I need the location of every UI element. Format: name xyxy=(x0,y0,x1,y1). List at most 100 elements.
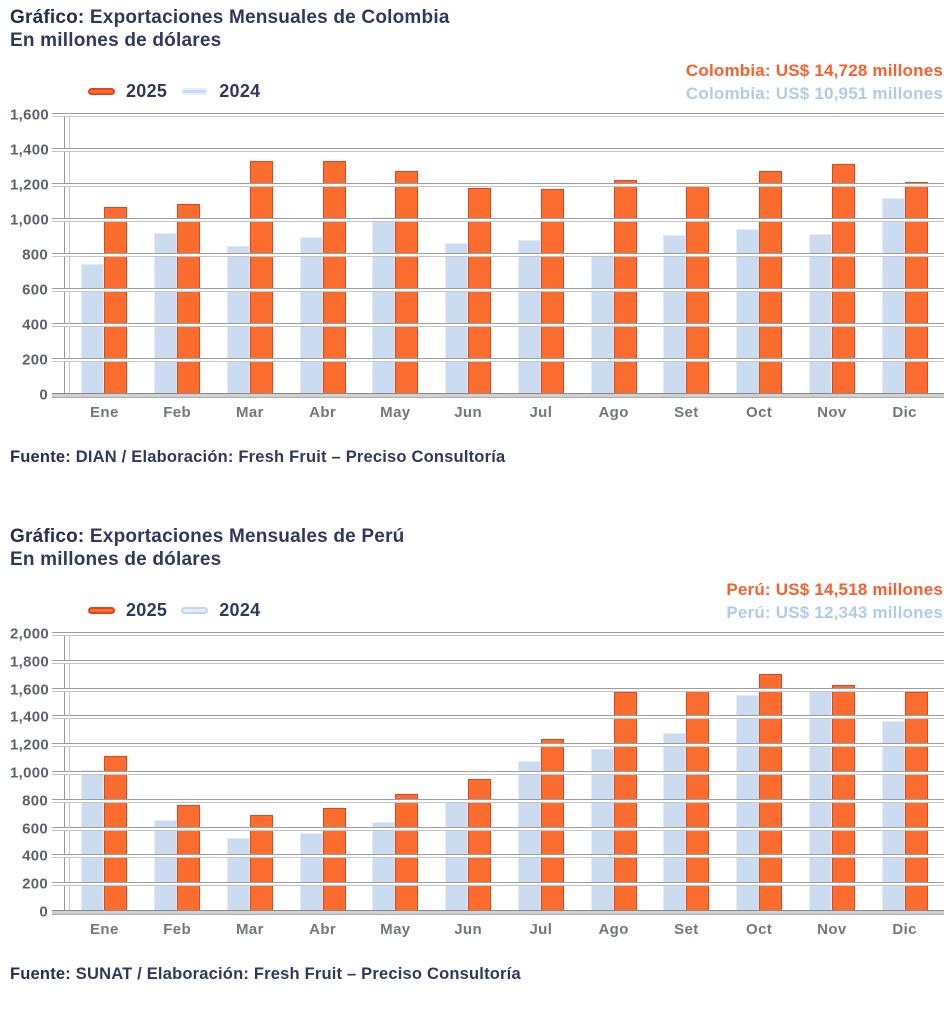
y-tick-0: 0 xyxy=(10,387,68,404)
bar-group-set xyxy=(650,634,723,912)
y-tick-1200: 1,200 xyxy=(10,177,68,194)
bar-2025-set xyxy=(686,184,710,395)
y-tick-800: 800 xyxy=(10,792,68,809)
y-tick-label: 1,200 xyxy=(10,736,50,754)
bar-2025-ago xyxy=(613,692,637,912)
bar-2025-jun xyxy=(468,187,492,395)
x-label-dic: Dic xyxy=(892,404,917,421)
bar-group-jun xyxy=(432,115,505,395)
y-tick-label: 600 xyxy=(22,820,48,838)
x-label-ene: Ene xyxy=(90,921,119,938)
legend: 2025 2024 xyxy=(88,79,943,103)
bar-2024-may xyxy=(372,217,396,395)
y-tick-600: 600 xyxy=(10,820,68,837)
bar-group-oct xyxy=(723,115,796,395)
x-label-jun: Jun xyxy=(454,921,483,938)
y-tick-label: 1,200 xyxy=(10,176,50,194)
y-tick-200: 200 xyxy=(10,352,68,369)
bar-group-ago xyxy=(577,115,650,395)
bar-2025-dic xyxy=(904,182,928,395)
y-tick-label: 1,600 xyxy=(10,681,50,699)
summary-annotations: Perú: US$ 14,518 millones Perú: US$ 12,3… xyxy=(726,578,943,624)
x-label-ene: Ene xyxy=(90,404,119,421)
bar-group-abr xyxy=(286,634,359,912)
bar-group-dic xyxy=(868,115,941,395)
bar-2024-dic xyxy=(881,720,905,912)
y-tick-800: 800 xyxy=(10,247,68,264)
summary-annotations: Colombia: US$ 14,728 millones Colombia: … xyxy=(686,59,943,105)
y-tick-1400: 1,400 xyxy=(10,142,68,159)
y-tick-label: 200 xyxy=(22,875,48,893)
bar-group-ago xyxy=(577,634,650,912)
total-2024-annotation: Perú: US$ 12,343 millones xyxy=(726,603,943,622)
chart-subtitle: En millones de dólares xyxy=(10,30,222,51)
x-label-ago: Ago xyxy=(598,921,629,938)
bar-2024-ago xyxy=(590,251,614,395)
legend-item-2024: 2024 xyxy=(181,600,260,621)
bar-2024-jul xyxy=(517,760,541,912)
bar-group-abr xyxy=(286,115,359,395)
x-label-ago: Ago xyxy=(598,404,629,421)
y-axis: 0 200 400 600 800 1,000 1,200 1,400 1,600 1,800 2,… xyxy=(10,626,68,921)
bar-2024-abr xyxy=(299,833,323,912)
y-tick-label: 1,600 xyxy=(10,106,50,124)
bar-group-set xyxy=(650,115,723,395)
bar-2025-abr xyxy=(322,161,346,395)
bar-group-ene xyxy=(68,634,141,912)
bar-2025-feb xyxy=(177,804,201,912)
bar-2024-set xyxy=(663,234,687,395)
chart-title: Gráfico: Exportaciones Mensuales de Colo… xyxy=(10,6,943,29)
y-tick-label: 0 xyxy=(39,386,48,404)
y-axis: 0 200 400 600 800 1,000 1,200 1,400 1,600 xyxy=(10,107,68,404)
y-tick-label: 0 xyxy=(39,903,48,921)
x-label-oct: Oct xyxy=(746,404,773,421)
plot-area xyxy=(52,113,944,398)
bar-group-nov xyxy=(796,115,869,395)
bar-2025-ene xyxy=(104,206,128,395)
bar-2024-jul xyxy=(517,240,541,395)
legend-item-2025: 2025 xyxy=(88,81,167,102)
source-line: Fuente: DIAN / Elaboración: Fresh Fruit … xyxy=(10,448,943,467)
bar-group-mar xyxy=(214,634,287,912)
y-tick-1000: 1,000 xyxy=(10,765,68,782)
chart-title-prefix: Gráfico: xyxy=(10,7,85,28)
bar-2024-abr xyxy=(299,236,323,395)
bar-2024-may xyxy=(372,822,396,912)
y-tick-1400: 1,400 xyxy=(10,709,68,726)
chart-title-rest: Exportaciones Mensuales de Colombia xyxy=(84,7,450,28)
x-label-jul: Jul xyxy=(529,404,553,421)
bar-2025-nov xyxy=(831,685,855,912)
legend-swatch-2025 xyxy=(88,87,115,95)
bar-2025-set xyxy=(686,688,710,912)
bar-2025-jul xyxy=(540,189,564,395)
bar-2024-dic xyxy=(881,198,905,395)
x-label-feb: Feb xyxy=(163,921,192,938)
bar-2025-nov xyxy=(831,164,855,395)
bar-2024-ene xyxy=(81,770,105,912)
x-axis-labels: Ene Feb Mar Abr May Jun Jul Ago Set Oct Nov Dic xyxy=(68,921,941,938)
y-tick-1800: 1,800 xyxy=(10,653,68,670)
y-tick-label: 400 xyxy=(22,847,48,865)
bar-group-feb xyxy=(141,634,214,912)
bar-group-ene xyxy=(68,115,141,395)
x-label-mar: Mar xyxy=(235,404,264,421)
source-prefix: Fuente: xyxy=(10,448,71,466)
y-tick-label: 1,800 xyxy=(10,653,50,671)
y-tick-1600: 1,600 xyxy=(10,681,68,698)
y-tick-600: 600 xyxy=(10,282,68,299)
bar-2024-jun xyxy=(445,800,469,912)
source-line: Fuente: SUNAT / Elaboración: Fresh Fruit… xyxy=(10,965,943,984)
bar-2025-mar xyxy=(249,160,273,395)
x-label-abr: Abr xyxy=(309,404,337,421)
y-tick-1000: 1,000 xyxy=(10,212,68,229)
bar-group-feb xyxy=(141,115,214,395)
legend-label-2025: 2025 xyxy=(126,80,168,101)
bars-layer xyxy=(68,115,941,395)
legend-label-2024: 2024 xyxy=(219,599,261,620)
colombia-chart-section: Gráfico: Exportaciones Mensuales de Colo… xyxy=(10,6,944,467)
bar-2025-mar xyxy=(249,815,273,912)
x-label-set: Set xyxy=(674,404,699,421)
y-tick-label: 400 xyxy=(22,316,48,334)
y-tick-0: 0 xyxy=(10,904,68,921)
